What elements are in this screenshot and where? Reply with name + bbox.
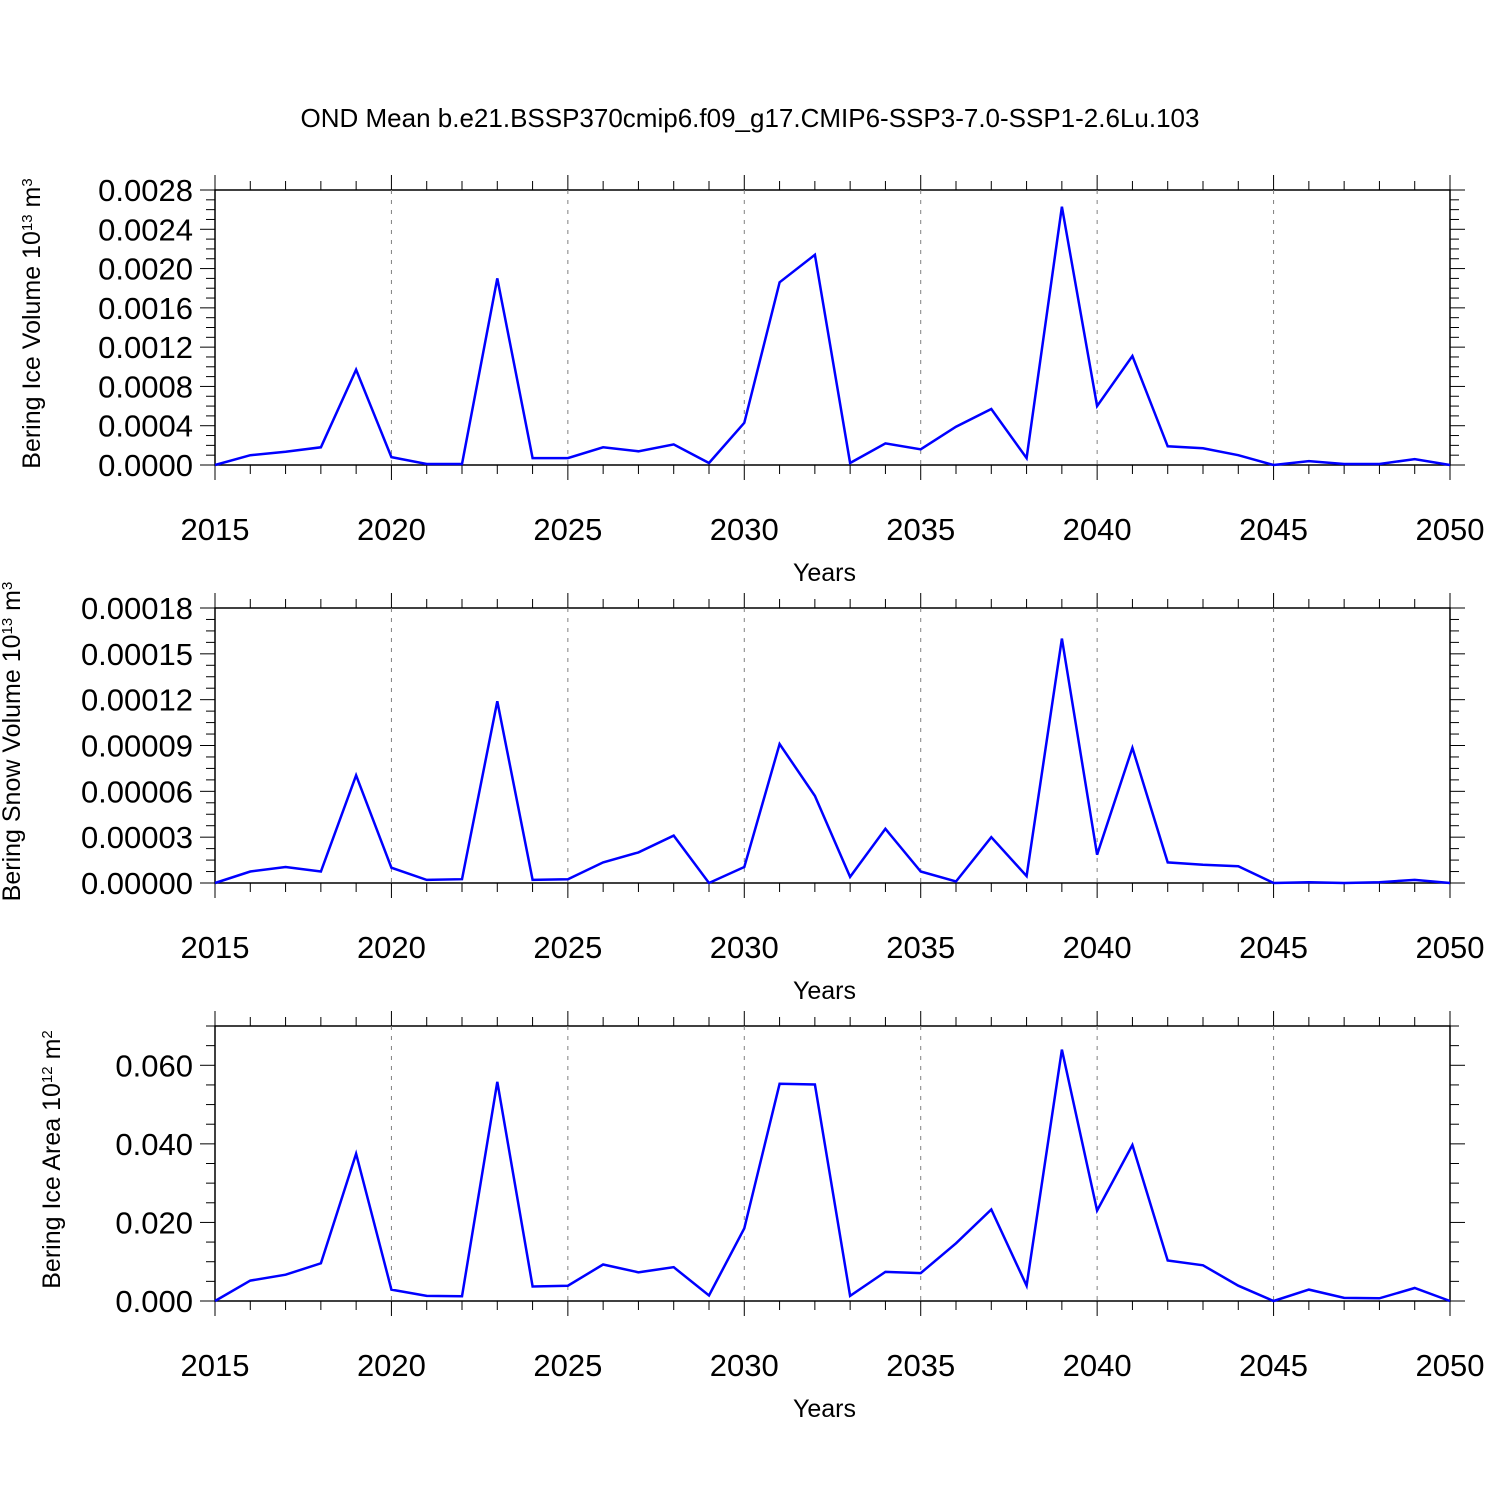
chart-panel-2: 2015 2020 2025 2030 2035 2040 2045 2050 0.00000 0…	[0, 582, 1484, 1005]
x-tick-label: 2040	[1063, 930, 1132, 965]
x-axis-title: Years	[793, 1395, 856, 1423]
y-axis-title-text: Bering Ice Volume 10	[18, 231, 46, 469]
x-tick-label: 2030	[710, 1348, 779, 1383]
y-tick-label: 0.0000	[98, 448, 193, 483]
plot-frame	[214, 607, 1451, 884]
chart-title: OND Mean b.e21.BSSP370cmip6.f09_g17.CMIP…	[301, 103, 1200, 133]
y-axis-title-text: Bering Ice Area 10	[38, 1083, 66, 1289]
y-axis-title: Bering Snow Volume 1013 m3	[0, 582, 26, 902]
y-axis-title-superscript: 3	[0, 582, 16, 590]
y-axis-title-superscript: 13	[19, 214, 36, 231]
y-axis-title-text: m	[18, 187, 46, 215]
x-tick-label: 2045	[1239, 930, 1308, 965]
x-tick-label: 2035	[886, 512, 955, 547]
y-axis-title-text: Bering Snow Volume 10	[0, 634, 26, 901]
y-axis-title-superscript: 3	[19, 178, 36, 186]
y-axis-title: Bering Ice Area 1012 m2	[38, 1030, 66, 1289]
y-tick-label: 0.00000	[81, 866, 193, 901]
y-axis-title-superscript: 2	[39, 1030, 56, 1038]
panels: 2015 2020 2025 2030 2035 2040 2045 2050 0.0000 0.…	[0, 173, 1484, 1423]
x-tick-label: 2040	[1063, 1348, 1132, 1383]
x-tick-label: 2020	[357, 1348, 426, 1383]
y-tick-label: 0.0020	[98, 252, 193, 287]
y-axis-title-superscript: 13	[0, 618, 16, 635]
x-tick-label: 2045	[1239, 512, 1308, 547]
series-line	[214, 638, 1451, 885]
y-axis-title-superscript: 12	[39, 1066, 56, 1083]
chart-panel-1: 2015 2020 2025 2030 2035 2040 2045 2050 0.0000 0.…	[18, 173, 1484, 587]
x-tick-label: 2040	[1063, 512, 1132, 547]
x-tick-label: 2030	[710, 512, 779, 547]
x-tick-label: 2035	[886, 1348, 955, 1383]
series-line	[214, 1049, 1451, 1303]
y-axis-title-text: m	[0, 590, 26, 618]
series-line	[214, 206, 1451, 467]
x-tick-label: 2015	[181, 1348, 250, 1383]
y-tick-label: 0.040	[115, 1127, 193, 1162]
y-axis-title: Bering Ice Volume 1013 m3	[18, 178, 46, 468]
x-tick-label: 2050	[1416, 512, 1485, 547]
y-tick-label: 0.0012	[98, 330, 193, 365]
x-axis-title: Years	[793, 559, 856, 587]
x-tick-label: 2030	[710, 930, 779, 965]
x-tick-label: 2015	[181, 512, 250, 547]
x-tick-label: 2020	[357, 512, 426, 547]
y-tick-label: 0.0008	[98, 369, 193, 404]
x-tick-label: 2035	[886, 930, 955, 965]
chart-panel-3: 2015 2020 2025 2030 2035 2040 2045 2050 0.000 0.0…	[38, 1011, 1484, 1423]
plot-frame	[214, 1025, 1451, 1302]
x-tick-label: 2020	[357, 930, 426, 965]
x-tick-label: 2025	[533, 930, 602, 965]
y-tick-label: 0.000	[115, 1284, 193, 1319]
x-tick-label: 2025	[533, 1348, 602, 1383]
y-tick-label: 0.0028	[98, 173, 193, 208]
y-axis-title-text: m	[38, 1039, 66, 1067]
x-tick-label: 2015	[181, 930, 250, 965]
y-tick-label: 0.00003	[81, 820, 193, 855]
x-tick-label: 2050	[1416, 930, 1485, 965]
y-tick-label: 0.00012	[81, 683, 193, 718]
y-tick-label: 0.00018	[81, 591, 193, 626]
y-tick-label: 0.0024	[98, 212, 193, 247]
x-axis-title: Years	[793, 977, 856, 1005]
y-tick-label: 0.00006	[81, 774, 193, 809]
x-tick-label: 2025	[533, 512, 602, 547]
y-tick-label: 0.0004	[98, 409, 193, 444]
y-tick-label: 0.00015	[81, 637, 193, 672]
y-tick-label: 0.0016	[98, 291, 193, 326]
plot-frame	[214, 189, 1451, 466]
y-tick-label: 0.060	[115, 1048, 193, 1083]
x-tick-label: 2050	[1416, 1348, 1485, 1383]
y-tick-label: 0.020	[115, 1205, 193, 1240]
x-tick-label: 2045	[1239, 1348, 1308, 1383]
y-tick-label: 0.00009	[81, 729, 193, 764]
